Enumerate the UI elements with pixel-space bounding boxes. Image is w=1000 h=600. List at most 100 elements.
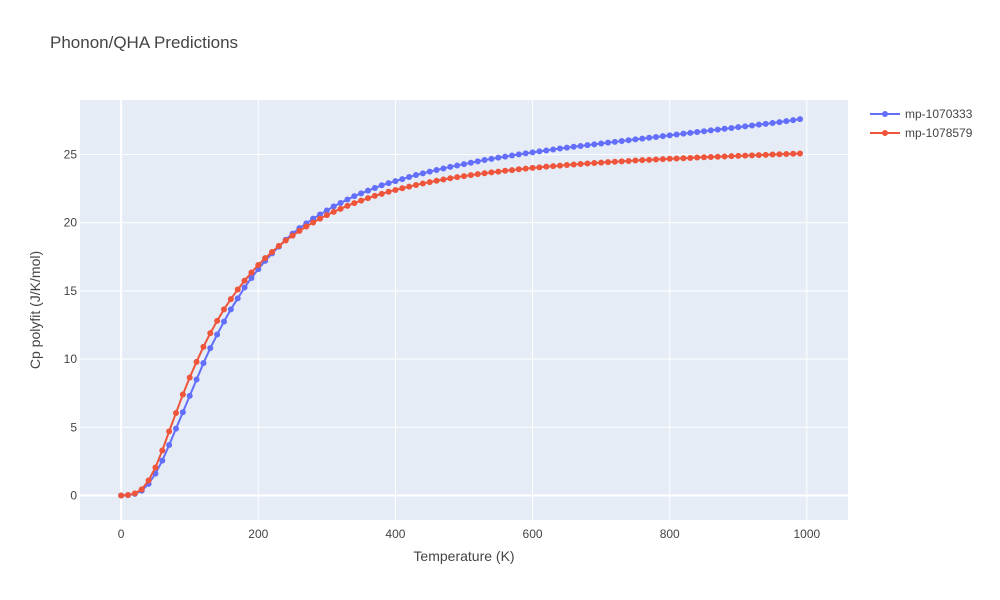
- data-point: [467, 172, 474, 179]
- data-point: [186, 392, 193, 399]
- data-point: [749, 122, 755, 129]
- data-point: [728, 124, 735, 131]
- data-point: [502, 153, 509, 160]
- data-point: [550, 163, 557, 170]
- data-point: [687, 154, 694, 161]
- data-point: [790, 117, 797, 124]
- data-point: [659, 156, 666, 163]
- data-point: [255, 262, 262, 268]
- data-point: [570, 161, 577, 168]
- data-point: [269, 249, 275, 256]
- data-point: [618, 158, 625, 165]
- y-tick-label: 0: [70, 488, 77, 502]
- data-point: [666, 155, 673, 162]
- data-point: [365, 187, 371, 194]
- data-point: [776, 151, 783, 158]
- data-point: [543, 163, 550, 170]
- data-point: [419, 180, 426, 187]
- data-point: [694, 154, 701, 161]
- data-point: [378, 182, 385, 189]
- data-point: [392, 178, 399, 185]
- data-point: [707, 154, 714, 160]
- data-point: [378, 190, 385, 197]
- data-point: [323, 207, 330, 214]
- data-point: [200, 343, 207, 350]
- data-point: [262, 255, 269, 262]
- x-tick-label: 600: [523, 527, 543, 541]
- y-gridlines: [80, 154, 848, 497]
- data-point: [611, 158, 618, 165]
- data-point: [440, 176, 447, 183]
- data-point: [323, 212, 330, 219]
- data-point: [330, 208, 337, 215]
- legend-label: mp-1078579: [905, 126, 973, 140]
- data-point: [131, 490, 138, 497]
- data-point: [653, 156, 659, 163]
- data-point: [563, 162, 570, 169]
- data-point: [474, 158, 481, 165]
- data-point: [330, 203, 337, 210]
- x-tick-label: 800: [660, 527, 680, 541]
- data-point: [406, 174, 413, 181]
- data-point: [214, 317, 221, 324]
- data-point: [118, 492, 125, 499]
- legend-label: mp-1070333: [905, 107, 973, 121]
- data-point: [461, 161, 467, 168]
- data-point: [227, 306, 234, 313]
- series-mp-1078579: [118, 150, 803, 499]
- data-point: [227, 296, 234, 303]
- data-point: [193, 376, 200, 383]
- data-point: [207, 330, 214, 337]
- data-point: [385, 180, 392, 187]
- data-point: [241, 277, 248, 284]
- data-point: [797, 116, 803, 123]
- data-point: [495, 154, 502, 161]
- data-point: [584, 160, 591, 167]
- data-point: [241, 284, 248, 291]
- data-point: [467, 159, 474, 166]
- data-point: [310, 219, 317, 226]
- data-point: [543, 147, 550, 154]
- data-point: [426, 168, 433, 175]
- data-point: [173, 425, 179, 432]
- data-point: [625, 157, 632, 164]
- data-point: [666, 132, 673, 139]
- data-point: [673, 155, 680, 162]
- data-point: [515, 151, 522, 158]
- data-point: [413, 181, 419, 188]
- data-point: [152, 464, 159, 471]
- data-point: [625, 137, 632, 144]
- data-point: [179, 391, 186, 398]
- data-point: [680, 155, 687, 162]
- data-point: [728, 153, 735, 160]
- x-tick-label: 400: [385, 527, 405, 541]
- data-point: [749, 152, 755, 159]
- data-point: [721, 125, 728, 132]
- legend-item[interactable]: mp-1070333: [870, 107, 973, 121]
- data-point: [783, 118, 790, 125]
- data-point: [598, 140, 605, 147]
- data-point: [529, 164, 536, 171]
- data-point: [440, 165, 447, 172]
- x-gridlines: [120, 100, 808, 520]
- legend-item[interactable]: mp-1078579: [870, 126, 973, 140]
- y-axis-title: Cp polyfit (J/K/mol): [27, 251, 43, 369]
- data-point: [461, 173, 467, 180]
- data-point: [495, 168, 502, 175]
- y-tick-labels: 0 5 10 15 20 25: [64, 148, 78, 503]
- data-point: [502, 167, 509, 174]
- data-point: [426, 179, 433, 186]
- data-point: [557, 145, 563, 152]
- data-point: [358, 190, 365, 197]
- data-point: [742, 152, 749, 159]
- data-point: [522, 165, 529, 172]
- data-point: [707, 127, 714, 134]
- chart-title: Phonon/QHA Predictions: [50, 33, 239, 52]
- series-line: [121, 152, 801, 497]
- data-point: [790, 150, 797, 157]
- data-point: [166, 428, 173, 435]
- legend: mp-1070333 mp-1078579: [870, 107, 973, 140]
- data-point: [653, 133, 659, 140]
- data-point: [399, 185, 406, 192]
